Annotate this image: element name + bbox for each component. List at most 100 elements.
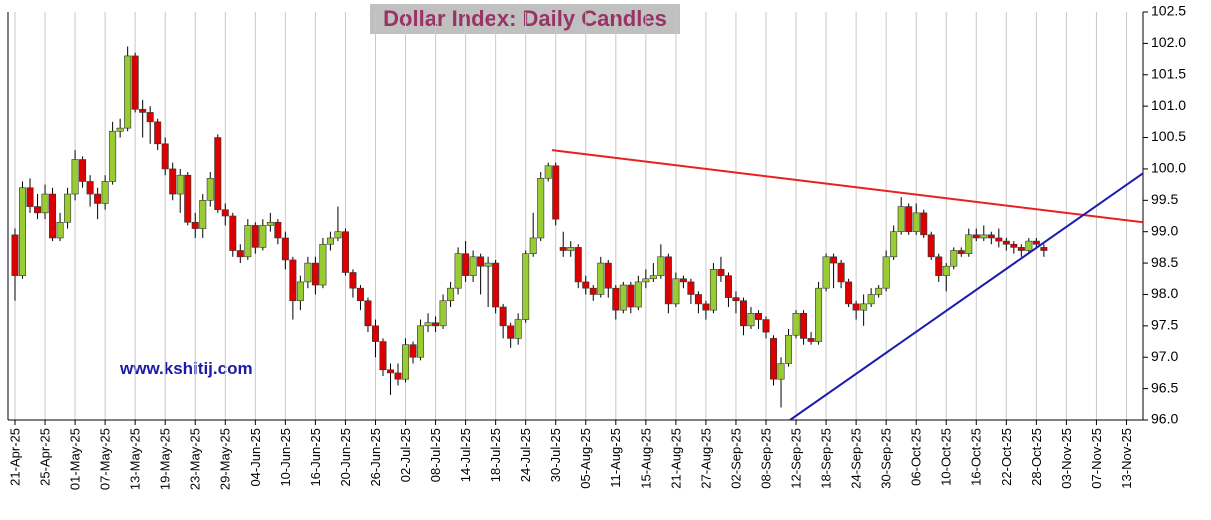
y-tick-label: 99.5 [1151,191,1178,207]
candle-body [687,281,695,295]
candle-body [762,319,770,333]
candle-body [439,300,447,327]
candle-body [777,363,785,380]
candle-body [754,312,762,320]
candle-body [319,243,327,286]
candle-body [409,344,417,358]
x-tick-label: 16-Oct-25 [969,428,984,486]
candle-body [882,256,890,289]
candle-body [747,312,755,327]
candle-body [379,341,387,371]
candle-body [499,306,507,327]
x-tick-label: 14-Jul-25 [458,428,473,482]
candle-body [552,165,560,220]
candle-body [935,256,943,276]
candle-body [507,325,515,339]
candle-body [161,143,169,170]
candle-body [56,221,64,239]
candle-body [664,256,672,305]
candle-body [394,372,402,380]
x-tick-label: 26-Jun-25 [368,428,383,487]
candle-body [289,259,297,302]
candle-body [567,247,575,251]
x-tick-label: 02-Jul-25 [398,428,413,482]
title-box [370,4,680,34]
candle-body [146,112,154,123]
x-tick-label: 08-Sep-25 [758,428,773,489]
candle-body [875,287,883,295]
candle-body [822,256,830,289]
x-tick-label: 25-Apr-25 [37,428,52,486]
candle-body [522,253,530,320]
candle-body [657,256,665,276]
candle-body [356,287,364,302]
candle-body [229,215,237,251]
candle-body [965,234,973,254]
y-tick-label: 98.5 [1151,254,1178,270]
y-tick-label: 100.5 [1151,128,1186,144]
candle-body [11,234,19,276]
candle-body [589,287,597,295]
candle-body [402,344,410,380]
candle-body [867,294,875,305]
candle-body [927,234,935,258]
candle-body [304,262,312,283]
candle-body [169,168,177,195]
candle-body [672,278,680,305]
y-tick-label: 102.5 [1151,3,1186,19]
candle-body [739,300,747,327]
candle-body [800,312,808,339]
x-tick-label: 18-Sep-25 [819,428,834,489]
candle-body [724,275,732,298]
candle-body [627,284,635,308]
candle-body [101,181,109,204]
candle-body [71,159,79,195]
candle-body [191,221,199,229]
candle-body [281,237,289,261]
x-tick-label: 03-Nov-25 [1059,428,1074,489]
candle-body [116,127,124,132]
y-tick-label: 101.5 [1151,65,1186,81]
x-tick-label: 29-May-25 [218,428,233,490]
candle-body [326,237,334,245]
x-tick-label: 21-Aug-25 [668,428,683,489]
y-tick-label: 97.5 [1151,317,1178,333]
trend-line [789,172,1143,420]
candle-body [995,237,1003,242]
y-tick-label: 98.0 [1151,285,1178,301]
chart-title: Dollar Index: Daily Candles [383,6,667,31]
watermark: www.kshitij.com [119,359,253,378]
x-tick-label: 10-Jun-25 [278,428,293,487]
x-tick-label: 18-Jul-25 [488,428,503,482]
candle-body [477,256,485,267]
candle-body [537,178,545,239]
candle-body [544,165,552,179]
candle-body [634,281,642,308]
y-tick-label: 96.0 [1151,411,1178,427]
candle-body [349,272,357,289]
x-tick-label: 10-Oct-25 [939,428,954,486]
y-tick-label: 102.0 [1151,34,1186,50]
x-tick-label: 07-May-25 [98,428,113,490]
candle-body [296,281,304,302]
candle-body [462,253,470,276]
x-tick-label: 05-Aug-25 [578,428,593,489]
candle-body [830,256,838,264]
candle-body [79,159,87,182]
candle-body [244,225,252,258]
candle-body [266,221,274,226]
candle-body [484,262,492,267]
candle-body [582,281,590,289]
candle-body [574,247,582,283]
candle-body [221,209,229,217]
candle-body [702,303,710,311]
candle-body [206,178,214,201]
x-tick-label: 13-Nov-25 [1119,428,1134,489]
candle-body [154,121,162,145]
x-tick-label: 30-Sep-25 [879,428,894,489]
candle-body [371,325,379,342]
candle-body [131,55,139,110]
x-tick-label: 28-Oct-25 [1029,428,1044,486]
candle-body [529,237,537,254]
